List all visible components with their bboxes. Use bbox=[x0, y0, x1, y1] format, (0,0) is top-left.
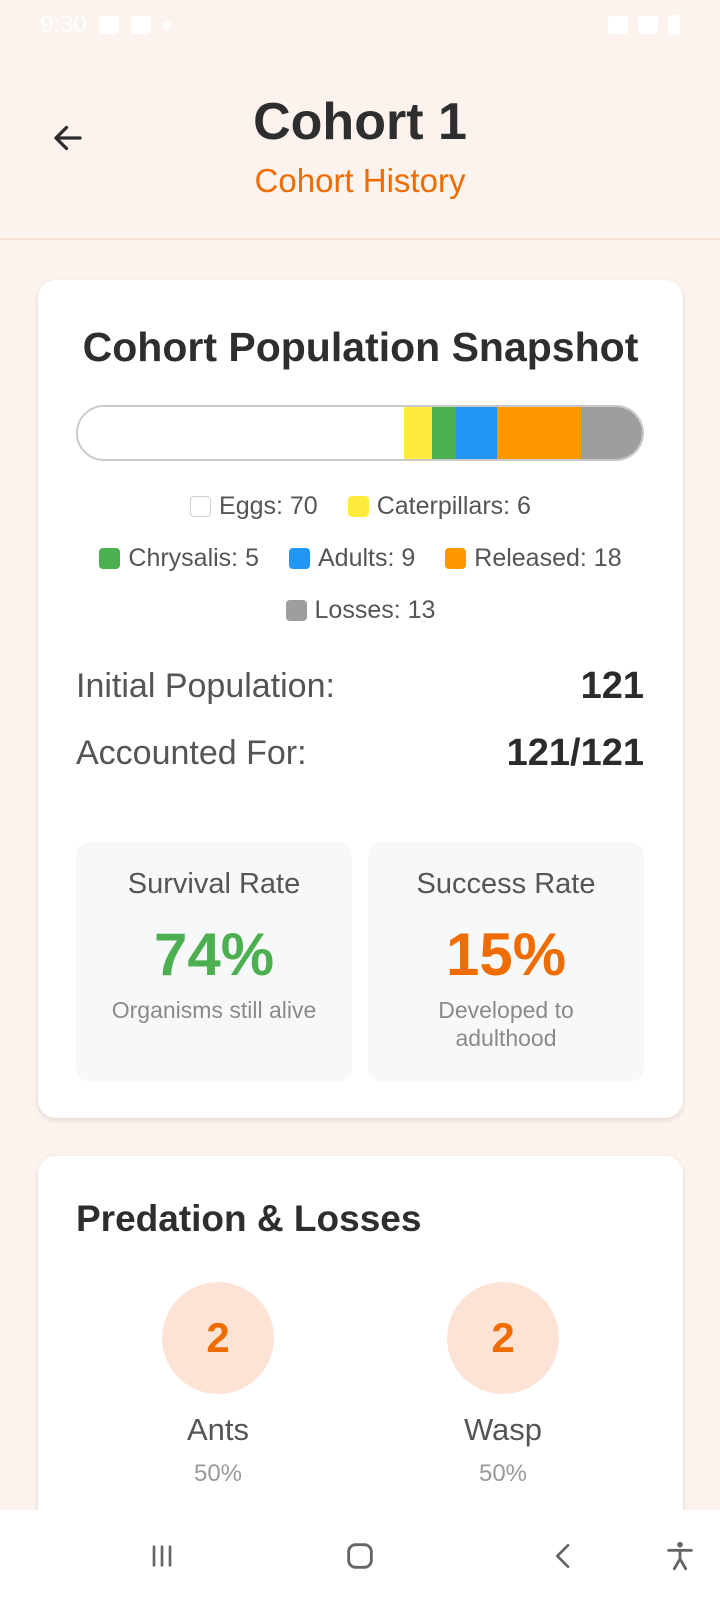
page-title: Cohort 1 bbox=[253, 93, 467, 151]
legend-label-released: Released: 18 bbox=[474, 543, 622, 572]
legend-label-chrysalis: Chrysalis: 5 bbox=[128, 543, 259, 572]
legend-item-released: Released: 18 bbox=[445, 543, 622, 573]
cloud-icon bbox=[98, 16, 119, 34]
population-bar-segment-caterpillars bbox=[404, 407, 433, 459]
status-time: 9:30 bbox=[40, 11, 87, 38]
legend-item-losses: Losses: 13 bbox=[285, 595, 436, 625]
initial-population-label: Initial Population: bbox=[76, 667, 335, 705]
snapshot-title: Cohort Population Snapshot bbox=[82, 324, 639, 370]
predator-percent-wasp: 50% bbox=[478, 1460, 528, 1487]
accounted-for-row: Accounted For: 121/121 bbox=[76, 732, 644, 775]
population-bar-segment-adults bbox=[455, 407, 498, 459]
predator-percent-ants: 50% bbox=[193, 1460, 243, 1487]
success-rate-desc: Developed to adulthood bbox=[438, 997, 574, 1051]
arrow-left-icon bbox=[54, 125, 82, 151]
legend-label-eggs: Eggs: 70 bbox=[219, 491, 318, 520]
app-header: Cohort 1 Cohort History bbox=[0, 50, 720, 240]
survival-rate-value: 74% bbox=[153, 921, 275, 988]
population-bar-segment-released bbox=[497, 407, 582, 459]
predator-item-ants: 2 Ants 50% bbox=[138, 1282, 298, 1488]
success-rate-value: 15% bbox=[445, 921, 567, 988]
population-legend: Eggs: 70 Caterpillars: 6 Chrysalis: 5 Ad… bbox=[58, 480, 663, 636]
predator-count-ants: 2 bbox=[162, 1282, 274, 1394]
legend-item-chrysalis: Chrysalis: 5 bbox=[99, 544, 259, 573]
accounted-for-label: Accounted For: bbox=[76, 734, 307, 772]
accounted-for-value: 121/121 bbox=[506, 732, 644, 774]
initial-population-value: 121 bbox=[580, 665, 644, 707]
image-icon bbox=[130, 16, 151, 34]
nav-back-button[interactable] bbox=[540, 1532, 588, 1580]
nav-recents-button[interactable] bbox=[138, 1532, 186, 1580]
legend-swatch-losses bbox=[285, 599, 307, 621]
legend-swatch-chrysalis bbox=[99, 547, 121, 569]
legend-label-caterpillars: Caterpillars: 6 bbox=[376, 491, 531, 520]
chevron-left-icon bbox=[556, 1544, 570, 1568]
survival-rate-box: Survival Rate 74% Organisms still alive bbox=[76, 842, 352, 1082]
nav-home-button[interactable] bbox=[336, 1532, 384, 1580]
home-icon bbox=[347, 1543, 373, 1569]
page-subtitle: Cohort History bbox=[254, 162, 466, 199]
recents-icon bbox=[152, 1545, 172, 1567]
population-bar-segment-eggs bbox=[78, 407, 405, 459]
initial-population-row: Initial Population: 121 bbox=[76, 665, 644, 708]
system-nav-bar bbox=[0, 1510, 720, 1600]
population-bar-segment-chrysalis bbox=[432, 407, 456, 459]
predator-name-ants: Ants bbox=[186, 1412, 250, 1447]
legend-item-caterpillars: Caterpillars: 6 bbox=[347, 491, 531, 521]
legend-swatch-caterpillars bbox=[347, 495, 369, 517]
legend-item-eggs: Eggs: 70 bbox=[190, 492, 318, 521]
notification-dot-icon bbox=[162, 21, 171, 29]
accessibility-icon bbox=[667, 1541, 693, 1571]
back-button[interactable] bbox=[44, 114, 92, 162]
population-bar bbox=[76, 405, 644, 461]
status-bar: 9:30 bbox=[0, 0, 720, 50]
population-bar-segment-losses bbox=[581, 407, 642, 459]
predation-card: Predation & Losses 2 Ants 50% 2 Wasp 50% bbox=[38, 1156, 683, 1576]
nav-accessibility-button[interactable] bbox=[656, 1532, 704, 1580]
predator-item-wasp: 2 Wasp 50% bbox=[423, 1282, 583, 1488]
legend-label-adults: Adults: 9 bbox=[317, 543, 416, 572]
survival-rate-title: Survival Rate bbox=[127, 868, 301, 900]
wifi-icon bbox=[608, 16, 628, 34]
predator-count-wasp: 2 bbox=[447, 1282, 559, 1394]
success-rate-title: Success Rate bbox=[416, 868, 596, 900]
survival-rate-desc: Organisms still alive bbox=[111, 997, 317, 1023]
legend-swatch-released bbox=[445, 547, 467, 569]
legend-swatch-eggs bbox=[190, 495, 212, 517]
signal-icon bbox=[638, 16, 658, 34]
population-snapshot-card: Cohort Population Snapshot Eggs: 70 Cate… bbox=[38, 280, 683, 1118]
battery-icon bbox=[668, 15, 680, 35]
predation-title: Predation & Losses bbox=[76, 1198, 422, 1239]
legend-label-losses: Losses: 13 bbox=[314, 595, 436, 624]
legend-item-adults: Adults: 9 bbox=[288, 543, 416, 573]
success-rate-box: Success Rate 15% Developed to adulthood bbox=[368, 842, 644, 1082]
legend-swatch-adults bbox=[288, 547, 310, 569]
predator-name-wasp: Wasp bbox=[463, 1412, 543, 1447]
